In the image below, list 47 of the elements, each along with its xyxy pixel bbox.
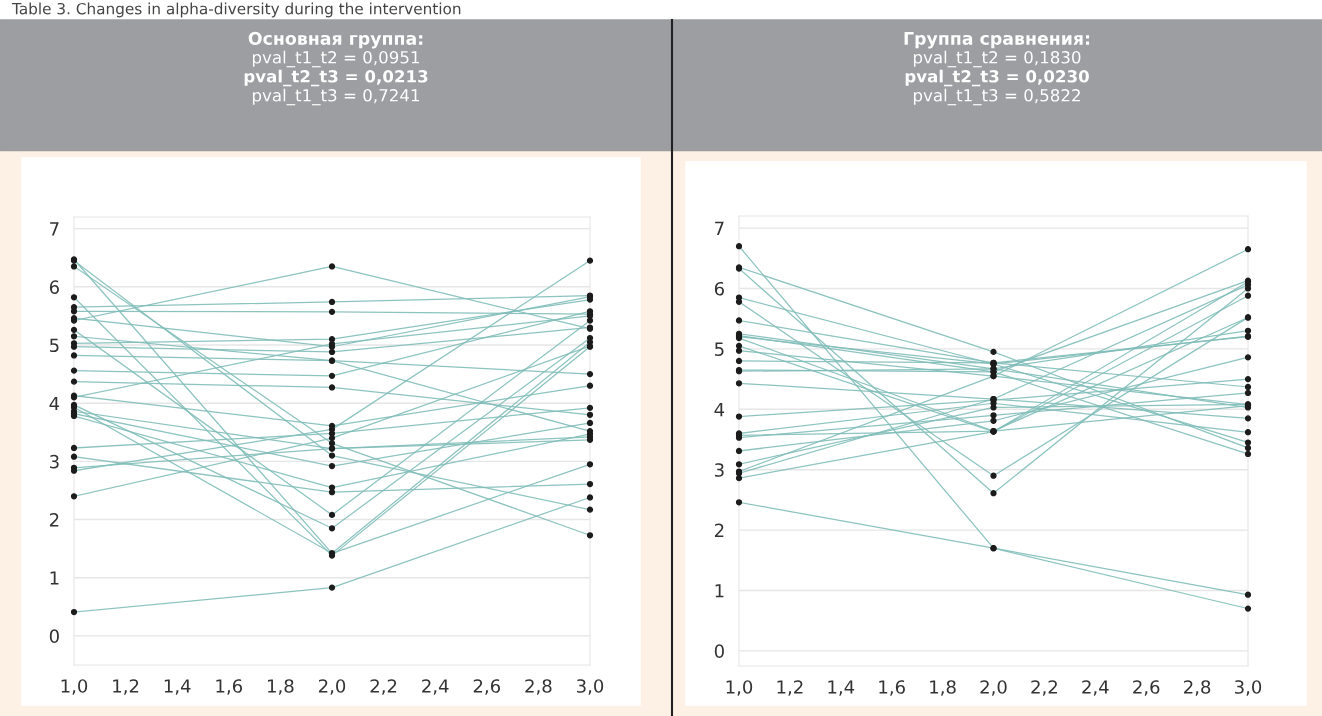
x-tick-label: 2,0 (318, 679, 346, 695)
y-tick-label: 4 (49, 396, 60, 411)
y-tick-label: 5 (50, 338, 59, 353)
x-tick-label: 1,2 (777, 680, 803, 696)
x-tick-label: 3,0 (1235, 680, 1262, 696)
y-tick-label: 6 (714, 281, 724, 296)
y-tick-label: 0 (49, 629, 59, 644)
y-tick-label: 1 (715, 584, 724, 598)
x-tick-label: 1,4 (828, 680, 855, 696)
y-tick-label: 0 (714, 644, 724, 659)
text: pval_t2_t3 = 0,0213 (244, 69, 428, 87)
chart-title: Группа сравнения: (904, 32, 1090, 49)
x-tick-label: 3,0 (577, 679, 604, 695)
y-tick-label: 3 (50, 454, 59, 469)
x-tick-label: 1,8 (268, 679, 294, 695)
text: pval_t1_t2 = 0,0951 (252, 50, 420, 68)
text: pval_t2_t3 = 0,0230 (905, 69, 1089, 87)
text: pval_t1_t3 = 0,7241 (252, 88, 420, 106)
x-tick-label: 2,2 (370, 679, 397, 695)
text: pval_t1_t2 = 0,1830 (913, 50, 1081, 68)
x-tick-label: 1,0 (726, 680, 753, 696)
x-tick-label: 2,2 (1031, 680, 1057, 696)
caption: Table 3. Changes in alpha-diversity during the intervention (11, 2, 461, 18)
x-tick-label: 2,4 (422, 679, 449, 695)
x-tick-label: 1,2 (113, 679, 139, 695)
chart-title: Основная группа: (248, 31, 423, 49)
y-tick-label: 7 (50, 222, 59, 236)
y-tick-label: 1 (50, 571, 59, 585)
x-tick-label: 2,8 (525, 679, 552, 695)
x-tick-label: 1,4 (164, 679, 191, 695)
x-tick-label: 2,8 (1184, 680, 1211, 696)
y-tick-label: 3 (715, 463, 724, 477)
x-tick-label: 2,6 (473, 679, 501, 695)
x-tick-label: 1,6 (879, 680, 905, 696)
text: pval_t1_t3 = 0,5822 (913, 88, 1080, 106)
y-tick-label: 6 (49, 280, 59, 294)
x-tick-label: 2,4 (1082, 680, 1109, 696)
y-tick-label: 5 (715, 342, 724, 356)
y-tick-label: 4 (714, 402, 725, 417)
x-tick-label: 1,8 (930, 680, 956, 696)
y-tick-label: 2 (49, 513, 59, 527)
y-tick-label: 7 (715, 221, 724, 235)
x-tick-label: 2,0 (980, 680, 1007, 696)
y-tick-label: 2 (714, 523, 724, 537)
x-tick-label: 2,6 (1133, 680, 1160, 696)
x-tick-label: 1,6 (216, 679, 243, 695)
x-tick-label: 1,0 (61, 679, 88, 695)
